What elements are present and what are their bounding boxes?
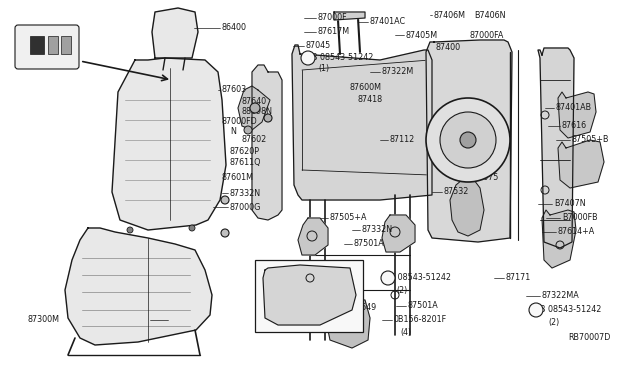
Text: 87406M: 87406M [434,10,466,19]
Text: 87620P: 87620P [230,148,260,157]
Bar [48,36,58,54]
Text: 87000FA: 87000FA [470,31,504,39]
Circle shape [440,112,496,168]
Polygon shape [238,86,270,130]
Text: S: S [386,275,390,281]
Circle shape [244,126,252,134]
Polygon shape [558,92,596,138]
Text: 87603: 87603 [222,86,247,94]
Text: RB70007D: RB70007D [568,334,611,343]
Text: B7407N: B7407N [554,199,586,208]
Text: 87045: 87045 [306,42,332,51]
Text: B7000FB: B7000FB [562,214,598,222]
Text: 87171: 87171 [506,273,531,282]
Text: 87401AB: 87401AB [556,103,592,112]
FancyBboxPatch shape [15,25,79,69]
Text: B 08543-51242: B 08543-51242 [312,54,373,62]
Polygon shape [450,180,484,236]
Circle shape [301,51,315,65]
Text: (4): (4) [400,327,411,337]
Text: 87611Q: 87611Q [230,158,262,167]
Text: 88698N: 88698N [242,108,273,116]
Text: 87640: 87640 [242,96,267,106]
Text: 87075: 87075 [474,173,499,183]
Polygon shape [112,58,226,230]
Text: 87418: 87418 [358,96,383,105]
Circle shape [127,227,133,233]
Text: 87000FD: 87000FD [222,118,258,126]
Text: 87332N: 87332N [230,189,261,198]
Text: B7708: B7708 [290,266,316,275]
Polygon shape [542,210,576,268]
Circle shape [529,303,543,317]
Circle shape [250,103,260,113]
Polygon shape [65,228,212,345]
Circle shape [221,196,229,204]
Text: (1): (1) [318,64,329,73]
Polygon shape [538,48,574,248]
Text: 87112: 87112 [390,135,415,144]
Text: 87400: 87400 [436,44,461,52]
Text: 87401AA: 87401AA [276,305,312,314]
Text: 87300M: 87300M [28,315,60,324]
Polygon shape [292,45,432,200]
Text: 87322M: 87322M [382,67,414,77]
Text: 87000G: 87000G [230,202,261,212]
Text: 87532: 87532 [444,187,469,196]
Circle shape [460,132,476,148]
Text: 87601M: 87601M [222,173,254,182]
Polygon shape [152,8,198,58]
Text: B: B [534,307,538,313]
Text: 87322MA: 87322MA [542,292,580,301]
Text: B 08543-51242: B 08543-51242 [540,305,602,314]
Bar [255,260,363,332]
Text: 87505+B: 87505+B [572,135,609,144]
Text: 87602: 87602 [242,135,268,144]
Text: 87616: 87616 [562,122,587,131]
Polygon shape [263,265,356,325]
Polygon shape [326,300,370,348]
Text: S 08543-51242: S 08543-51242 [390,273,451,282]
Circle shape [381,271,395,285]
Text: 87401AC: 87401AC [370,17,406,26]
Text: 87405M: 87405M [406,31,438,39]
Text: 87501A: 87501A [408,301,439,311]
Polygon shape [558,140,604,188]
Text: B70N6: B70N6 [442,144,468,153]
Text: 0B156-8201F: 0B156-8201F [394,315,447,324]
Text: 87649: 87649 [352,304,377,312]
Polygon shape [334,12,365,20]
Circle shape [426,98,510,182]
Text: 87617M: 87617M [318,28,350,36]
Text: 87614+A: 87614+A [558,228,595,237]
Bar [61,36,71,54]
Text: 87600M: 87600M [350,83,382,93]
Circle shape [264,114,272,122]
Polygon shape [426,40,512,242]
Polygon shape [252,65,282,220]
Text: 87700M: 87700M [276,320,308,328]
Bar [30,36,44,54]
Text: N: N [230,128,236,137]
Text: (2): (2) [548,317,559,327]
Text: 86400: 86400 [222,23,247,32]
Text: B7406N: B7406N [474,10,506,19]
Text: (2): (2) [396,285,407,295]
Text: 87000F: 87000F [318,13,348,22]
Text: B: B [306,55,310,61]
Circle shape [221,229,229,237]
Text: 87332N: 87332N [362,225,393,234]
Polygon shape [382,215,415,252]
Text: 87501A: 87501A [354,240,385,248]
Polygon shape [298,218,328,255]
Text: 87505+A: 87505+A [330,214,367,222]
Circle shape [189,225,195,231]
